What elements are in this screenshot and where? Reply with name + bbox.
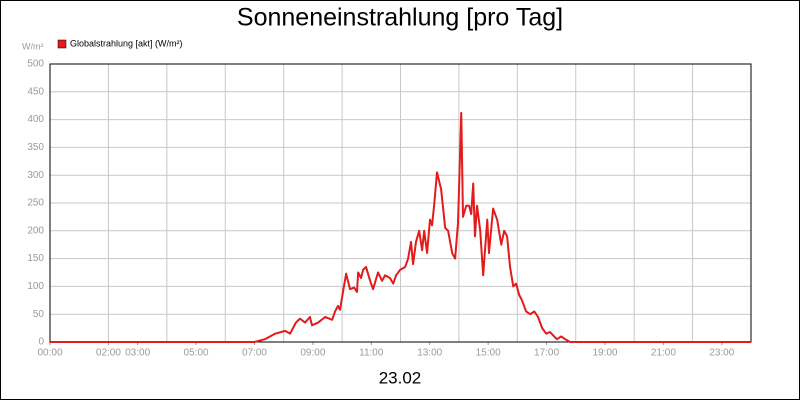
y-tick-label: 0 bbox=[38, 337, 44, 348]
y-tick-label: 200 bbox=[27, 225, 44, 236]
legend-label: Globalstrahlung [akt] (W/m²) bbox=[70, 38, 183, 48]
data-line bbox=[50, 111, 751, 343]
x-tick-label: 07:00 bbox=[242, 348, 267, 359]
x-tick-label: 21:00 bbox=[651, 348, 676, 359]
x-tick-label: 00:00 bbox=[37, 348, 62, 359]
chart-title: Sonneneinstrahlung [pro Tag] bbox=[237, 4, 563, 32]
y-tick-label: 500 bbox=[27, 59, 44, 70]
y-tick-label: 400 bbox=[27, 114, 44, 125]
x-tick-label: 05:00 bbox=[184, 348, 209, 359]
y-tick-label: 300 bbox=[27, 170, 44, 181]
x-tick-label: 11:00 bbox=[359, 348, 384, 359]
x-tick-label: 03:00 bbox=[125, 348, 150, 359]
y-tick-label: 100 bbox=[27, 281, 44, 292]
y-tick-label: 250 bbox=[27, 198, 44, 209]
y-tick-label: 150 bbox=[27, 253, 44, 264]
x-tick-label: 02:00 bbox=[96, 348, 121, 359]
y-tick-label: 450 bbox=[27, 86, 44, 97]
x-tick-label: 13:00 bbox=[417, 348, 442, 359]
x-axis-label: 23.02 bbox=[379, 368, 422, 387]
y-tick-label: 50 bbox=[33, 309, 45, 320]
x-tick-label: 09:00 bbox=[300, 348, 325, 359]
x-tick-label: 19:00 bbox=[592, 348, 617, 359]
x-tick-label: 17:00 bbox=[534, 348, 559, 359]
x-tick-label: 23:00 bbox=[709, 348, 734, 359]
y-unit: W/m² bbox=[22, 41, 44, 51]
x-tick-label: 15:00 bbox=[476, 348, 501, 359]
plot-frame bbox=[49, 63, 752, 343]
y-tick-label: 350 bbox=[27, 142, 44, 153]
legend-swatch bbox=[57, 39, 67, 49]
